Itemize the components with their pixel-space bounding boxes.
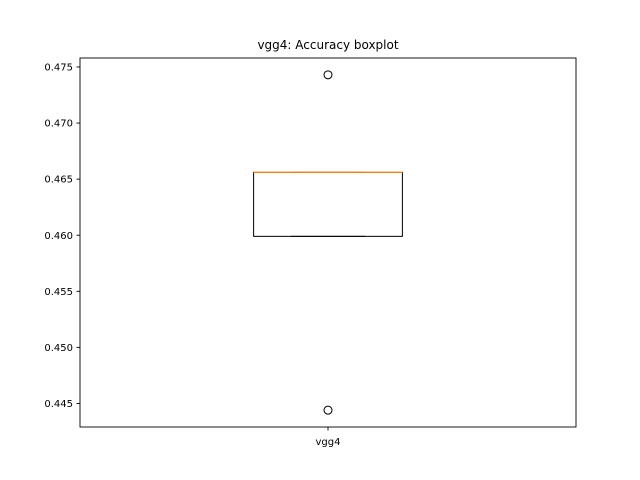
y-tick-label: 0.455 bbox=[44, 287, 73, 298]
x-tick-label: vgg4 bbox=[316, 437, 341, 448]
box-iqr bbox=[253, 171, 403, 237]
y-tick-label: 0.450 bbox=[44, 343, 73, 354]
axes-frame bbox=[79, 57, 577, 428]
outlier-point bbox=[323, 405, 333, 415]
chart-title: vgg4: Accuracy boxplot bbox=[257, 38, 398, 52]
plot-area bbox=[253, 70, 403, 415]
y-tick-label: 0.465 bbox=[44, 175, 73, 186]
axes: 0.445 0.450 0.455 0.460 0.465 0.470 0.475 vgg4 bbox=[44, 63, 340, 448]
y-tick-label: 0.470 bbox=[44, 119, 73, 130]
y-tick-label: 0.460 bbox=[44, 231, 73, 242]
y-tick-label: 0.445 bbox=[44, 399, 73, 410]
outlier-point bbox=[323, 70, 333, 80]
y-tick-label: 0.475 bbox=[44, 63, 73, 74]
